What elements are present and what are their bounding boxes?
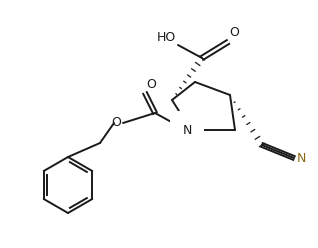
- Text: O: O: [229, 26, 239, 39]
- Text: N: N: [182, 124, 192, 136]
- Text: HO: HO: [157, 31, 176, 44]
- Text: O: O: [146, 78, 156, 91]
- Text: O: O: [111, 116, 121, 128]
- Text: N: N: [297, 152, 306, 164]
